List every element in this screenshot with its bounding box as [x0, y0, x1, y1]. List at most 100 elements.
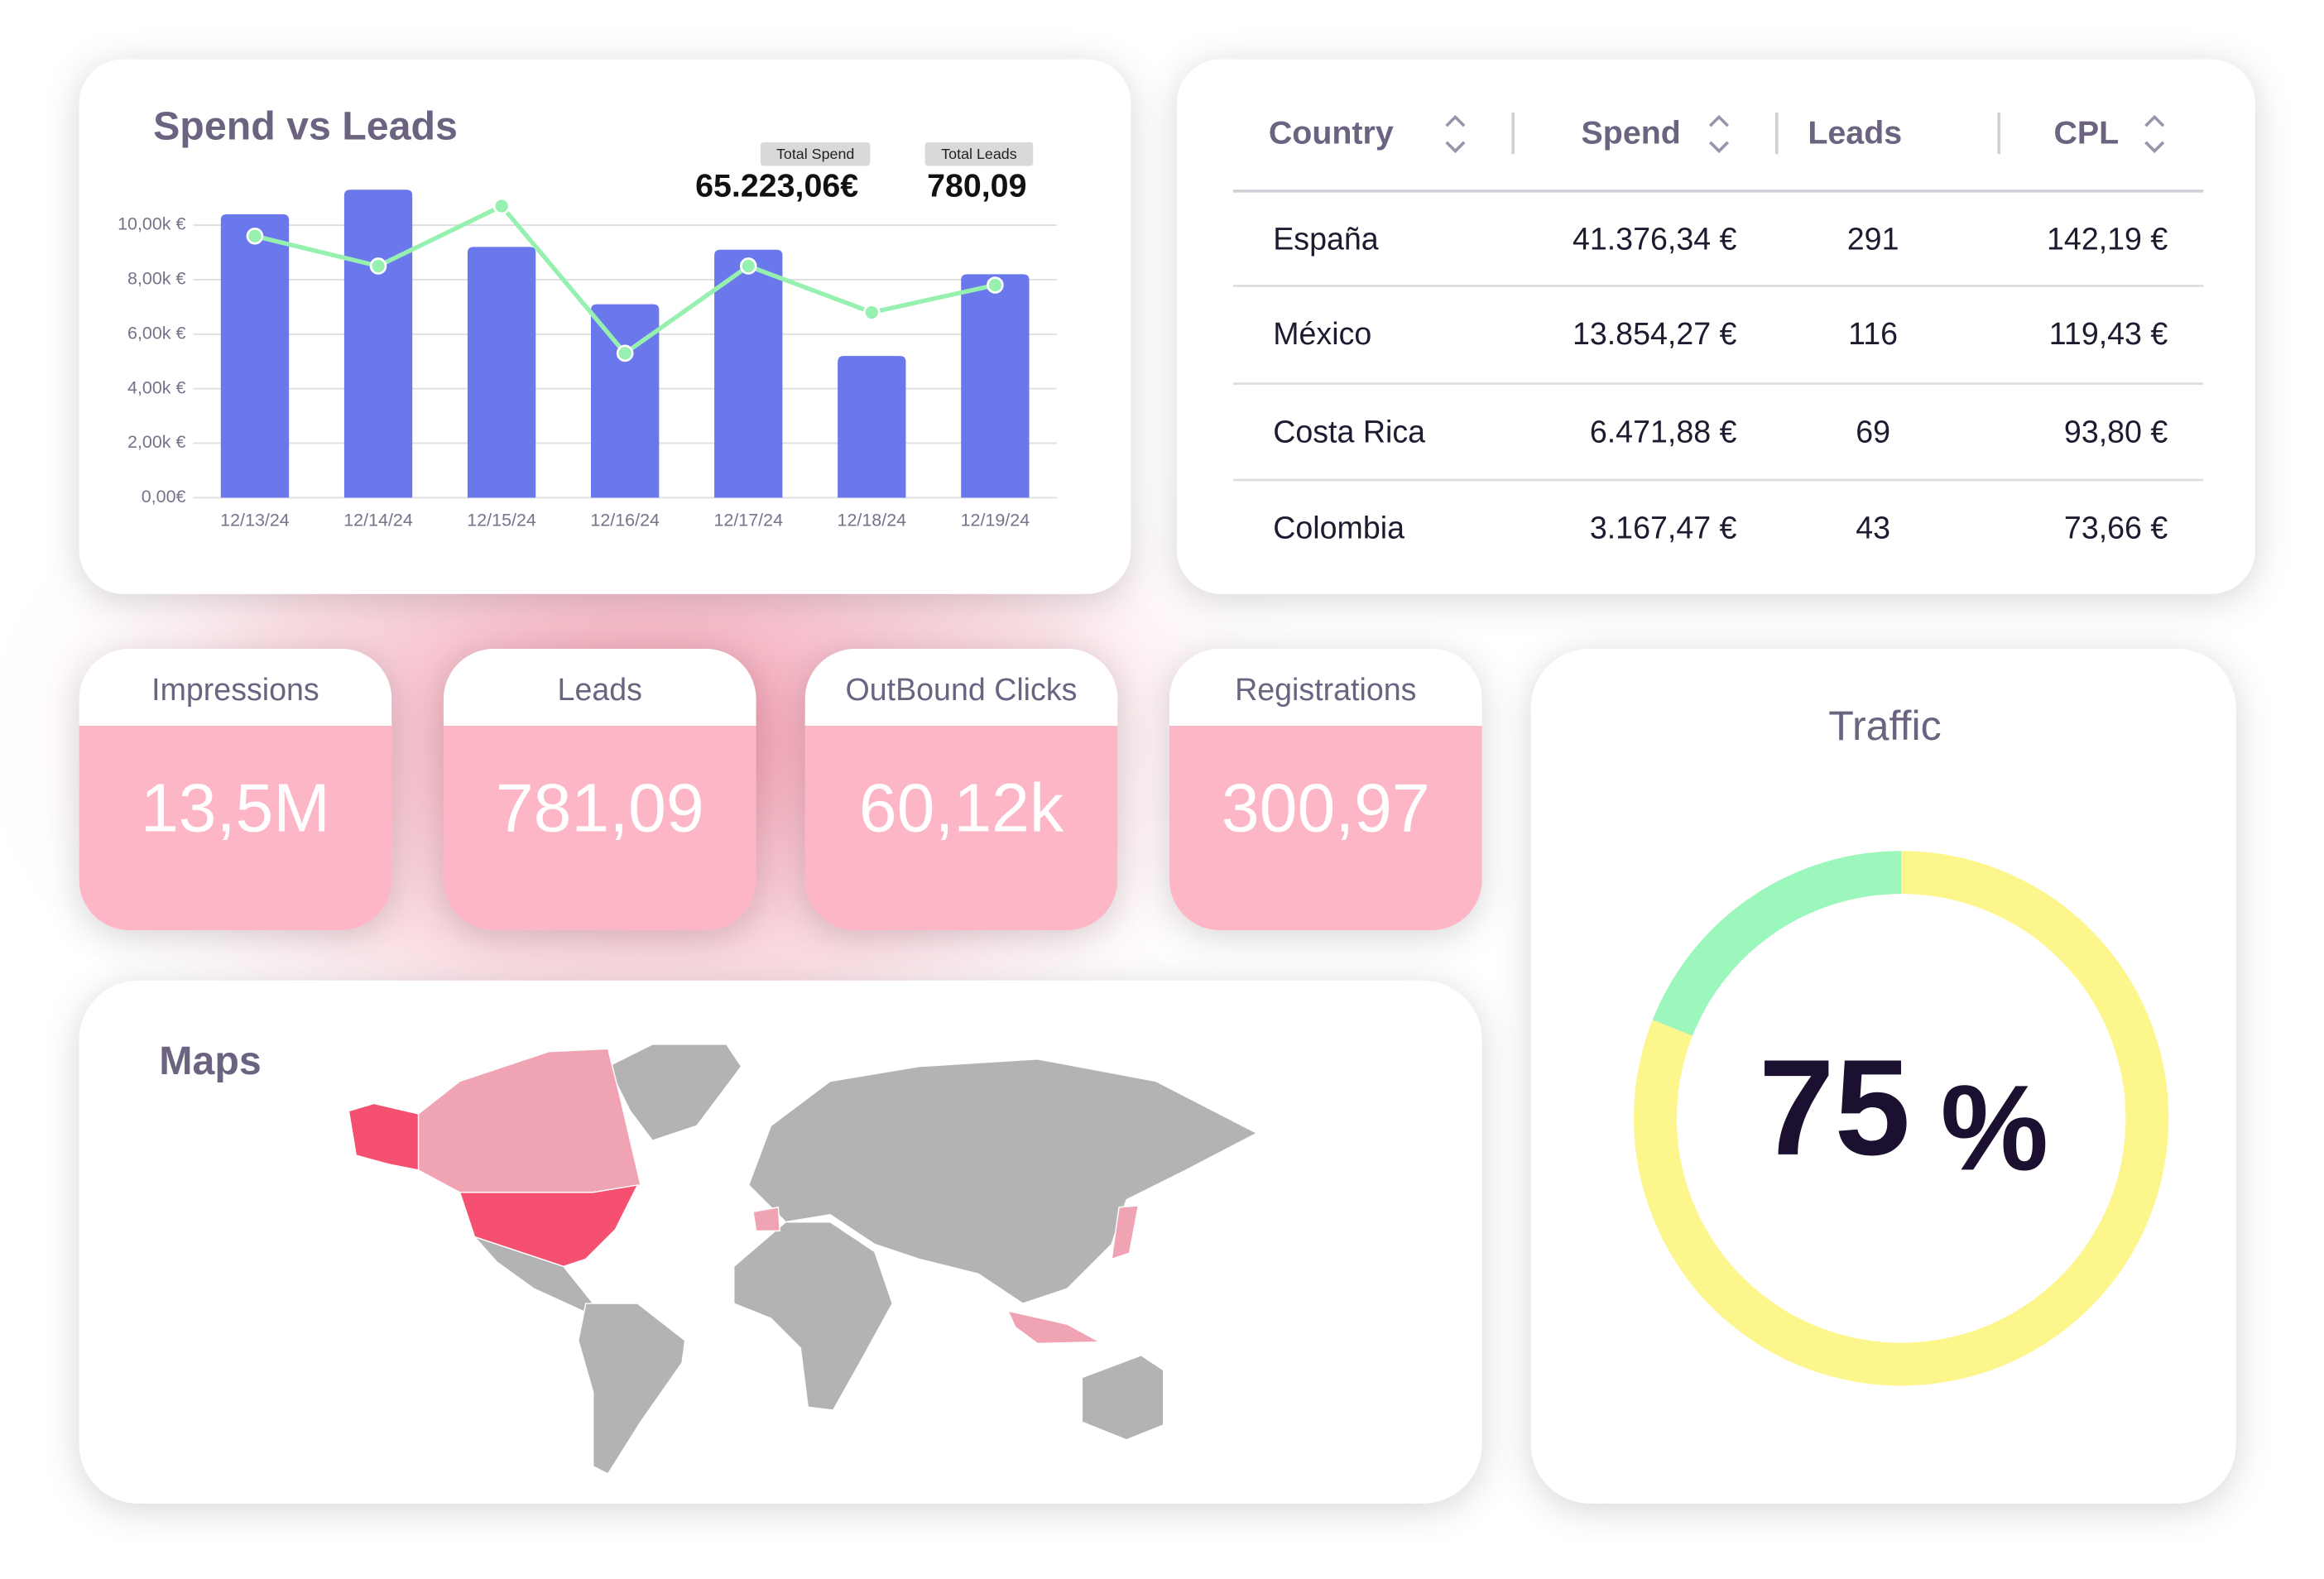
bar-chart: 0,00€ 2,00k € 4,00k € 6,00k € 8,00k € 10,00k …: [118, 190, 1057, 530]
australia: [1081, 1354, 1164, 1441]
table-cell: Colombia: [1273, 511, 1404, 545]
table-cell: 41.376,34 €: [1573, 222, 1737, 257]
kpi-label: Leads: [558, 672, 642, 707]
sort-icon[interactable]: [2144, 114, 2165, 154]
line-point: [246, 227, 264, 245]
y-tick-label: 6,00k €: [127, 323, 185, 343]
y-tick-label: 4,00k €: [127, 377, 185, 397]
table-cell: 13.854,27 €: [1573, 316, 1737, 351]
table-cell: 116: [1848, 316, 1898, 351]
kpi-card-body: [1169, 648, 1482, 931]
x-tick-label: 12/17/24: [713, 511, 783, 530]
y-tick-label: 2,00k €: [127, 432, 185, 452]
table-cell: 119,43 €: [2049, 316, 2168, 351]
table-cell: México: [1273, 316, 1371, 351]
table-cell: 69: [1856, 414, 1890, 449]
bar: [714, 249, 783, 498]
indonesia: [1006, 1310, 1102, 1345]
kpi-value-bg: [1169, 726, 1482, 931]
line-point: [616, 344, 634, 362]
table-cell: España: [1273, 222, 1379, 257]
column-header[interactable]: Leads: [1808, 114, 1902, 151]
line-point: [492, 197, 511, 215]
kpi-value-bg: [804, 726, 1118, 931]
bar: [591, 304, 660, 498]
total-value: 65.223,06€: [695, 168, 858, 204]
donut-center-value: 75: [1759, 1031, 1910, 1183]
kpi-header-bg: [804, 648, 1118, 727]
donut-center-unit: %: [1941, 1060, 2048, 1196]
chart-title: Spend vs Leads: [153, 103, 458, 148]
x-tick-label: 12/13/24: [220, 511, 290, 530]
world-map: [348, 1044, 1259, 1475]
x-tick-label: 12/14/24: [343, 511, 413, 530]
kpi-value-bg: [443, 726, 756, 931]
map-title: Maps: [159, 1039, 261, 1083]
kpi-value: 60,12k: [859, 770, 1064, 846]
bar: [220, 214, 290, 498]
kpi-header-bg: [443, 648, 756, 727]
greenland: [607, 1044, 742, 1142]
kpi-card-body: [804, 648, 1118, 931]
column-header[interactable]: Spend: [1582, 114, 1681, 151]
donut-chart: [1634, 851, 2169, 1386]
column-header[interactable]: CPL: [2054, 114, 2120, 151]
sort-icon[interactable]: [1445, 114, 1466, 154]
y-tick-label: 0,00€: [142, 487, 186, 506]
kpi-value: 13,5M: [141, 770, 330, 846]
table-cell: 6.471,88 €: [1590, 414, 1737, 449]
kpi-card: [1169, 648, 1482, 931]
kpi-value: 781,09: [496, 770, 704, 846]
kpi-value: 300,97: [1222, 770, 1430, 846]
bar: [467, 247, 536, 498]
kpi-header-bg: [79, 648, 392, 727]
donut-title: Traffic: [1828, 703, 1941, 749]
donut-segment: [1652, 851, 1902, 1036]
kpi-label: Registrations: [1235, 672, 1416, 707]
sort-icon[interactable]: [1708, 114, 1729, 154]
x-tick-label: 12/19/24: [961, 511, 1030, 530]
south-america: [578, 1303, 686, 1475]
column-header[interactable]: Country: [1269, 114, 1394, 151]
total-value: 780,09: [927, 168, 1026, 204]
alaska: [348, 1102, 420, 1171]
table: Country Spend Leads CPL España 41.376,34 € 291…: [1232, 113, 2204, 545]
kpi-card: [443, 648, 756, 931]
line-point: [369, 257, 387, 275]
total-label: Total Leads: [941, 146, 1016, 162]
africa: [733, 1221, 894, 1411]
kpi-label: Impressions: [151, 672, 319, 707]
table-cell: 3.167,47 €: [1590, 511, 1737, 545]
x-tick-label: 12/18/24: [838, 511, 907, 530]
kpi-value-bg: [79, 726, 392, 931]
bar: [838, 356, 906, 498]
table-cell: 291: [1847, 222, 1899, 257]
bar: [343, 190, 413, 498]
badge: [924, 142, 1034, 166]
badge: [760, 142, 871, 166]
kpi-card: [79, 648, 392, 931]
table-cell: 93,80 €: [2064, 414, 2168, 449]
kpi-header-bg: [1169, 648, 1482, 727]
donut-segment: [1634, 851, 2169, 1386]
line-point: [863, 304, 881, 321]
x-tick-label: 12/15/24: [467, 511, 536, 530]
kpi-cards: Impressions 13,5M Leads 781,09 OutBound Clic…: [79, 648, 1482, 931]
table-cell: Costa Rica: [1273, 414, 1425, 449]
line-point: [739, 257, 757, 275]
spain: [752, 1206, 780, 1232]
kpi-label: OutBound Clicks: [846, 672, 1078, 707]
kpi-card: [804, 648, 1118, 931]
canada: [417, 1048, 641, 1193]
japan: [1111, 1205, 1140, 1260]
line-point: [987, 276, 1004, 294]
total-label: Total Spend: [776, 146, 854, 162]
table-cell: 43: [1856, 511, 1890, 545]
table-card: [1176, 59, 2255, 594]
table-cell: 73,66 €: [2064, 511, 2168, 545]
y-tick-label: 8,00k €: [127, 269, 185, 289]
bar: [961, 274, 1030, 498]
x-tick-label: 12/16/24: [590, 511, 660, 530]
